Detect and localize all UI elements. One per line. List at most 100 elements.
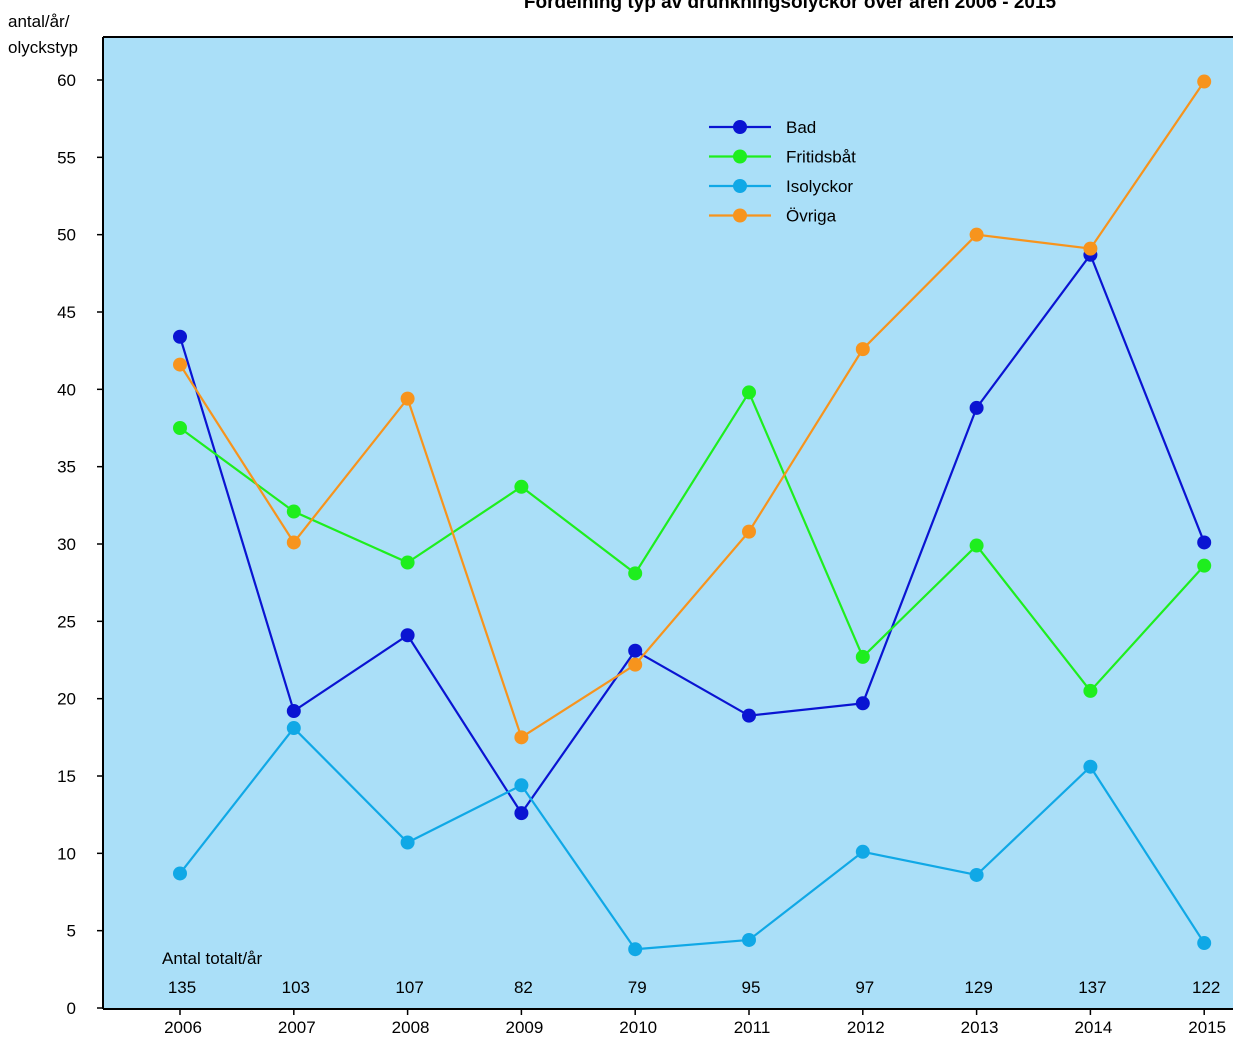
data-point (1197, 558, 1212, 573)
y-tick-label: 50 (57, 226, 76, 245)
series-Övriga (173, 74, 1212, 745)
data-point (742, 708, 756, 723)
data-point (400, 628, 415, 643)
data-point (742, 524, 756, 539)
data-point (400, 835, 415, 850)
data-point (855, 342, 870, 357)
y-tick-label: 25 (57, 612, 76, 631)
data-point (286, 721, 301, 736)
series-Isolyckor (173, 721, 1212, 957)
y-tick-label: 10 (57, 844, 76, 863)
x-tick-label: 2010 (619, 1018, 657, 1037)
y-axis-label-line1: antal/år/ (8, 12, 70, 31)
series-line (178, 252, 1206, 816)
chart-title: Fördelning typ av drunkningsolyckor över… (524, 0, 1057, 13)
series-line (179, 726, 1206, 951)
x-tick-label: 2013 (961, 1018, 999, 1037)
data-point (969, 227, 984, 242)
legend-item: Fritidsbåt (709, 148, 856, 167)
x-tick-label: 2015 (1188, 1018, 1226, 1037)
total-value: 79 (628, 978, 647, 997)
legend-item: Bad (709, 118, 816, 137)
series-Fritidsbåt (173, 385, 1212, 698)
data-point (286, 504, 301, 519)
x-tick-label: 2009 (505, 1018, 543, 1037)
data-point (742, 932, 756, 947)
data-point (855, 649, 870, 664)
data-point (173, 357, 187, 372)
total-value: 95 (742, 978, 761, 997)
y-tick-label: 30 (57, 535, 76, 554)
y-axis-label-line2: olyckstyp (8, 38, 78, 57)
total-value: 82 (514, 978, 533, 997)
data-point (742, 385, 756, 400)
y-tick-label: 0 (67, 999, 76, 1018)
data-point (628, 643, 643, 658)
x-tick-label: 2006 (164, 1018, 202, 1037)
total-value: 122 (1192, 978, 1220, 997)
data-point (400, 555, 415, 570)
total-value: 137 (1078, 978, 1106, 997)
x-tick-label: 2011 (734, 1018, 771, 1037)
legend-marker (733, 149, 747, 164)
y-tick-label: 35 (57, 458, 76, 477)
data-point (628, 942, 643, 957)
x-tick-label: 2012 (847, 1018, 885, 1037)
data-point (628, 657, 643, 672)
total-value: 107 (395, 978, 423, 997)
data-point (173, 329, 187, 344)
legend-marker (733, 208, 747, 223)
axes: 0 5 10 15 20 25 30 35 40 45 50 55 60 2006 2007 2008 2009… (57, 36, 1233, 1037)
data-point (855, 696, 870, 711)
data-point (173, 421, 187, 435)
legend-label: Isolyckor (786, 177, 853, 196)
legend-label: Fritidsbåt (786, 148, 856, 167)
data-point (514, 479, 529, 494)
legend-label: Bad (786, 118, 816, 137)
total-value: 135 (168, 978, 196, 997)
y-tick-label: 15 (57, 767, 76, 786)
data-point (1197, 74, 1212, 89)
x-tick-label: 2014 (1074, 1018, 1112, 1037)
series-layer (173, 74, 1212, 957)
x-tick-label: 2008 (392, 1018, 430, 1037)
data-point (969, 538, 984, 553)
totals-row: 135 103 107 82 79 95 97 129 137 122 (168, 978, 1221, 997)
total-value: 97 (855, 978, 874, 997)
legend-marker (733, 179, 747, 193)
data-point (400, 391, 415, 406)
legend: Bad Fritidsbåt Isolyckor Övriga (709, 118, 856, 226)
series-line (179, 390, 1206, 693)
data-point (969, 400, 984, 415)
data-point (514, 806, 529, 821)
data-point (1083, 241, 1098, 256)
y-tick-label: 20 (57, 690, 76, 709)
y-tick-label: 5 (67, 922, 76, 941)
y-tick-label: 40 (57, 380, 76, 399)
legend-label: Övriga (786, 207, 837, 226)
x-tick-label: 2007 (278, 1018, 316, 1037)
data-point (514, 730, 529, 745)
totals-label: Antal totalt/år (162, 949, 263, 968)
legend-item: Övriga (709, 207, 837, 226)
data-point (1083, 683, 1098, 698)
data-point (1083, 759, 1098, 774)
data-point (173, 866, 187, 881)
data-point (969, 867, 984, 882)
y-tick-label: 45 (57, 303, 76, 322)
legend-item: Isolyckor (709, 177, 853, 196)
data-point (1197, 535, 1212, 550)
y-tick-label: 55 (57, 148, 76, 167)
data-point (286, 704, 301, 719)
series-line (179, 80, 1206, 740)
total-value: 129 (964, 978, 992, 997)
data-point (286, 535, 301, 550)
y-tick-label: 60 (57, 71, 76, 90)
data-point (514, 778, 529, 793)
total-value: 103 (282, 978, 310, 997)
data-point (1197, 936, 1212, 951)
data-point (855, 844, 870, 859)
legend-marker (733, 120, 747, 134)
